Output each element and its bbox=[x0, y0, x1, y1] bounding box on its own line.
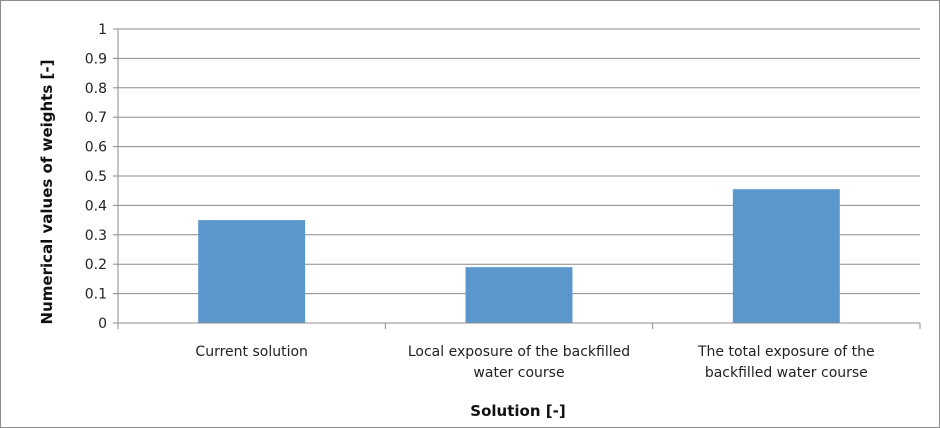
labels: 0 0.1 0.2 0.3 0.4 0.5 0.6 0.7 0.8 0.9 1 Current sol… bbox=[85, 22, 875, 381]
y-tick-label: 0.8 bbox=[85, 81, 107, 97]
y-tick-label: 1 bbox=[98, 22, 107, 38]
bar bbox=[732, 189, 840, 323]
y-tick-label: 0 bbox=[98, 316, 107, 332]
y-tick-label: 0.9 bbox=[85, 51, 107, 67]
bar bbox=[465, 267, 573, 323]
y-axis-title: Numerical values of weights [-] bbox=[38, 60, 56, 325]
y-tick-label: 0.3 bbox=[85, 228, 107, 244]
bars bbox=[198, 189, 840, 323]
y-tick-label: 0.1 bbox=[85, 287, 107, 303]
y-tick-label: 0.2 bbox=[85, 257, 107, 273]
x-category-label: Current solution bbox=[195, 344, 307, 360]
x-category-label: The total exposure of the bbox=[697, 344, 875, 360]
y-tick-label: 0.7 bbox=[85, 110, 107, 126]
x-axis-title: Solution [-] bbox=[470, 402, 565, 420]
y-tick-label: 0.5 bbox=[85, 169, 107, 185]
y-tick-label: 0.6 bbox=[85, 140, 107, 156]
x-category-label: water course bbox=[473, 365, 564, 381]
y-tick-label: 0.4 bbox=[85, 198, 107, 214]
x-category-label: Local exposure of the backfilled bbox=[408, 344, 630, 360]
x-category-label: backfilled water course bbox=[705, 365, 868, 381]
axes bbox=[113, 28, 921, 329]
bar bbox=[198, 220, 306, 323]
